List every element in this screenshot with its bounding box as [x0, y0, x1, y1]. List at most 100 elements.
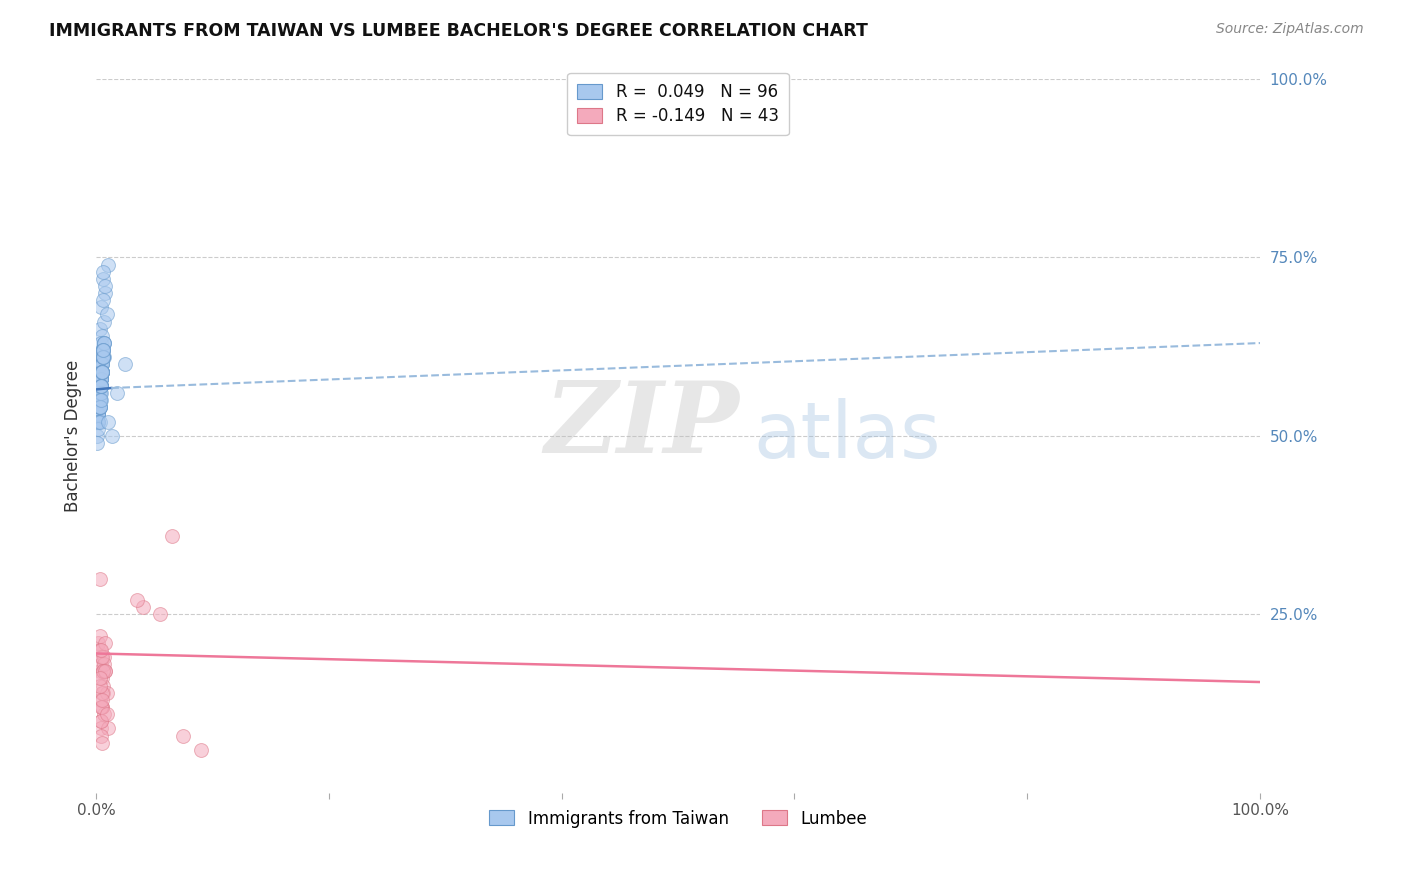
Point — [86, 415, 108, 429]
Point — [89, 572, 111, 586]
Point — [91, 351, 114, 365]
Point — [89, 379, 111, 393]
Point — [91, 293, 114, 308]
Point — [90, 358, 112, 372]
Point — [89, 379, 111, 393]
Point — [87, 408, 110, 422]
Point — [90, 365, 112, 379]
Point — [87, 401, 110, 415]
Point — [89, 386, 111, 401]
Point — [90, 365, 112, 379]
Point — [93, 336, 115, 351]
Point — [87, 415, 110, 429]
Point — [90, 736, 112, 750]
Point — [96, 308, 118, 322]
Point — [87, 401, 110, 415]
Point — [90, 700, 112, 714]
Point — [89, 379, 111, 393]
Point — [97, 415, 120, 429]
Point — [93, 336, 115, 351]
Point — [90, 700, 112, 714]
Point — [89, 379, 111, 393]
Point — [94, 286, 117, 301]
Point — [90, 365, 112, 379]
Point — [90, 351, 112, 365]
Point — [90, 386, 112, 401]
Point — [160, 529, 183, 543]
Point — [90, 650, 112, 665]
Point — [89, 672, 111, 686]
Point — [89, 401, 111, 415]
Point — [93, 657, 115, 672]
Point — [90, 393, 112, 408]
Point — [90, 379, 112, 393]
Point — [90, 379, 112, 393]
Point — [89, 358, 111, 372]
Point — [90, 372, 112, 386]
Point — [131, 600, 153, 615]
Point — [89, 386, 111, 401]
Legend: Immigrants from Taiwan, Lumbee: Immigrants from Taiwan, Lumbee — [482, 803, 873, 834]
Point — [91, 343, 114, 358]
Point — [90, 729, 112, 743]
Point — [105, 386, 128, 401]
Point — [90, 365, 112, 379]
Point — [90, 379, 112, 393]
Point — [90, 365, 112, 379]
Point — [91, 265, 114, 279]
Point — [89, 393, 111, 408]
Point — [89, 401, 111, 415]
Point — [91, 351, 114, 365]
Point — [90, 329, 112, 343]
Point — [101, 429, 124, 443]
Point — [87, 408, 110, 422]
Point — [87, 386, 110, 401]
Point — [90, 372, 112, 386]
Point — [89, 322, 111, 336]
Point — [91, 351, 114, 365]
Point — [87, 643, 110, 657]
Point — [93, 336, 115, 351]
Point — [89, 379, 111, 393]
Point — [90, 301, 112, 315]
Point — [94, 665, 117, 679]
Point — [89, 693, 111, 707]
Y-axis label: Bachelor's Degree: Bachelor's Degree — [65, 359, 82, 512]
Point — [91, 343, 114, 358]
Point — [90, 379, 112, 393]
Point — [93, 650, 115, 665]
Point — [91, 679, 114, 693]
Point — [90, 379, 112, 393]
Point — [90, 372, 112, 386]
Point — [125, 593, 148, 607]
Point — [89, 629, 111, 643]
Point — [87, 636, 110, 650]
Point — [93, 315, 115, 329]
Point — [90, 358, 112, 372]
Point — [87, 393, 110, 408]
Point — [90, 365, 112, 379]
Point — [90, 365, 112, 379]
Point — [94, 279, 117, 293]
Point — [190, 743, 212, 757]
Point — [91, 665, 114, 679]
Point — [90, 686, 112, 700]
Point — [172, 729, 194, 743]
Point — [90, 365, 112, 379]
Point — [90, 365, 112, 379]
Point — [90, 657, 112, 672]
Point — [90, 643, 112, 657]
Point — [90, 714, 112, 729]
Point — [90, 343, 112, 358]
Point — [89, 401, 111, 415]
Point — [90, 379, 112, 393]
Point — [90, 722, 112, 736]
Point — [90, 714, 112, 729]
Point — [90, 700, 112, 714]
Point — [91, 343, 114, 358]
Point — [90, 379, 112, 393]
Point — [91, 343, 114, 358]
Point — [89, 643, 111, 657]
Point — [94, 636, 117, 650]
Text: Source: ZipAtlas.com: Source: ZipAtlas.com — [1216, 22, 1364, 37]
